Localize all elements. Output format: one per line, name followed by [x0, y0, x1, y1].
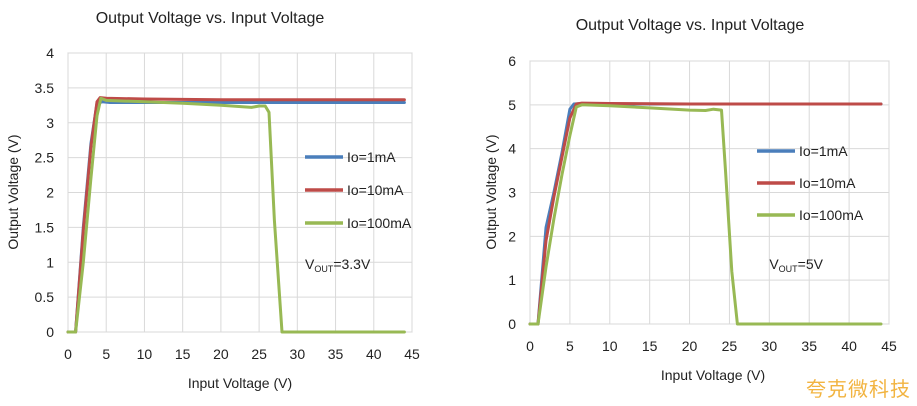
- y-tick-label: 6: [508, 53, 516, 69]
- x-tick-label: 10: [137, 346, 153, 362]
- x-tick-label: 35: [328, 346, 344, 362]
- y-tick-label: 3.5: [35, 80, 55, 96]
- x-tick-label: 35: [801, 338, 817, 354]
- y-tick-label: 1: [508, 272, 516, 288]
- y-tick-label: 5: [508, 97, 516, 113]
- x-tick-label: 20: [213, 346, 229, 362]
- y-tick-label: 0: [46, 324, 54, 340]
- y-tick-label: 2.5: [35, 150, 55, 166]
- x-axis-label: Input Voltage (V): [188, 375, 292, 391]
- y-tick-label: 2: [46, 185, 54, 201]
- legend-entry: Io=100mA: [347, 215, 412, 231]
- x-tick-label: 40: [366, 346, 382, 362]
- y-tick-label: 3: [46, 115, 54, 131]
- vout-annotation: VOUT=3.3V: [305, 256, 371, 274]
- x-tick-label: 45: [404, 346, 420, 362]
- series-line-io-100ma: [528, 103, 883, 326]
- x-tick-label: 15: [175, 346, 191, 362]
- x-tick-label: 20: [682, 338, 698, 354]
- legend-entry: Io=100mA: [799, 207, 864, 223]
- chart-title: Output Voltage vs. Input Voltage: [96, 10, 325, 27]
- legend-entry: Io=10mA: [799, 175, 856, 191]
- chart-title: Output Voltage vs. Input Voltage: [576, 17, 805, 34]
- legend: Io=1mA Io=10mA Io=100mA: [757, 143, 864, 223]
- x-tick-label: 10: [602, 338, 618, 354]
- x-tick-label: 30: [290, 346, 306, 362]
- vout-annotation: VOUT=5V: [769, 256, 823, 274]
- y-tick-label: 1: [46, 254, 54, 270]
- y-tick-label: 3: [508, 185, 516, 201]
- y-tick-label: 0.5: [35, 289, 55, 305]
- y-axis-label: Output Voltage (V): [483, 134, 499, 249]
- legend-entry: Io=1mA: [347, 149, 396, 165]
- y-tick-label: 2: [508, 228, 516, 244]
- y-axis-label: Output Voltage (V): [5, 134, 21, 249]
- x-tick-label: 25: [251, 346, 267, 362]
- legend-entry: Io=10mA: [347, 182, 404, 198]
- series-line-io-10ma: [528, 101, 883, 326]
- x-tick-label: 25: [722, 338, 738, 354]
- legend: Io=1mA Io=10mA Io=100mA: [305, 149, 412, 231]
- x-tick-label: 0: [64, 346, 72, 362]
- y-tick-label: 4: [508, 141, 516, 157]
- y-tick-label: 1.5: [35, 219, 55, 235]
- x-tick-label: 5: [566, 338, 574, 354]
- x-tick-label: 30: [762, 338, 778, 354]
- x-tick-label: 5: [102, 346, 110, 362]
- series-line-io-100ma: [66, 96, 406, 334]
- x-axis-label: Input Voltage (V): [661, 367, 765, 383]
- watermark: 夸克微科技: [806, 377, 911, 401]
- x-tick-label: 0: [526, 338, 534, 354]
- x-tick-label: 45: [881, 338, 897, 354]
- chart-1: 0 5 10 15 20 25 30 35 40 45 0 0.5 1 1.5 2 2.5 3 3.5 4 Outpu…: [5, 10, 420, 391]
- legend-entry: Io=1mA: [799, 143, 848, 159]
- x-tick-label: 15: [642, 338, 658, 354]
- y-tick-label: 0: [508, 316, 516, 332]
- y-tick-label: 4: [46, 45, 54, 61]
- x-tick-label: 40: [841, 338, 857, 354]
